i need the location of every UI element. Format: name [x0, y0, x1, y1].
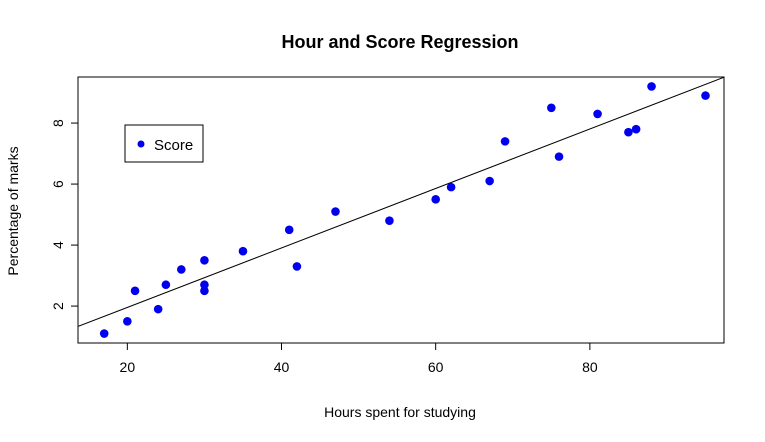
plot-area: [77, 76, 725, 344]
data-point: [647, 82, 656, 91]
data-point: [446, 182, 456, 192]
data-point: [99, 329, 109, 338]
chart-title: Hour and Score Regression: [281, 32, 518, 52]
data-point: [200, 286, 209, 296]
plot-frame: [77, 76, 725, 344]
data-point: [130, 286, 140, 296]
data-point: [500, 137, 510, 146]
y-tick-label: 6: [50, 180, 66, 188]
data-point: [547, 103, 556, 113]
data-point: [123, 317, 132, 326]
x-axis: 20 40 60 80: [120, 343, 598, 375]
y-tick-label: 8: [50, 119, 66, 127]
data-point: [593, 109, 602, 119]
data-point: [631, 124, 641, 134]
regression-line: [78, 77, 724, 327]
x-tick-label: 40: [274, 359, 290, 375]
x-axis-label: Hours spent for studying: [324, 404, 476, 420]
legend-marker-score: [137, 140, 145, 148]
data-point: [331, 207, 340, 216]
legend-label-score: Score: [154, 137, 193, 154]
data-point: [200, 280, 209, 290]
data-point: [554, 152, 564, 161]
data-point: [153, 304, 163, 314]
data-point: [624, 127, 633, 137]
data-point: [284, 225, 294, 235]
data-point: [161, 280, 171, 290]
legend: Score: [124, 124, 204, 163]
y-tick-label: 4: [50, 241, 66, 249]
data-point: [176, 265, 186, 274]
data-point: [485, 176, 494, 186]
data-point: [431, 195, 440, 204]
y-axis: 2 4 6 8: [50, 119, 78, 310]
x-tick-label: 20: [120, 359, 136, 375]
data-point: [701, 91, 710, 100]
data-point: [385, 216, 394, 225]
x-tick-label: 80: [582, 359, 598, 375]
data-point: [238, 246, 248, 256]
data-point: [292, 262, 302, 271]
data-point: [200, 256, 209, 265]
y-axis-label: Percentage of marks: [5, 146, 21, 275]
y-tick-label: 2: [50, 302, 66, 310]
x-tick-label: 60: [428, 359, 444, 375]
